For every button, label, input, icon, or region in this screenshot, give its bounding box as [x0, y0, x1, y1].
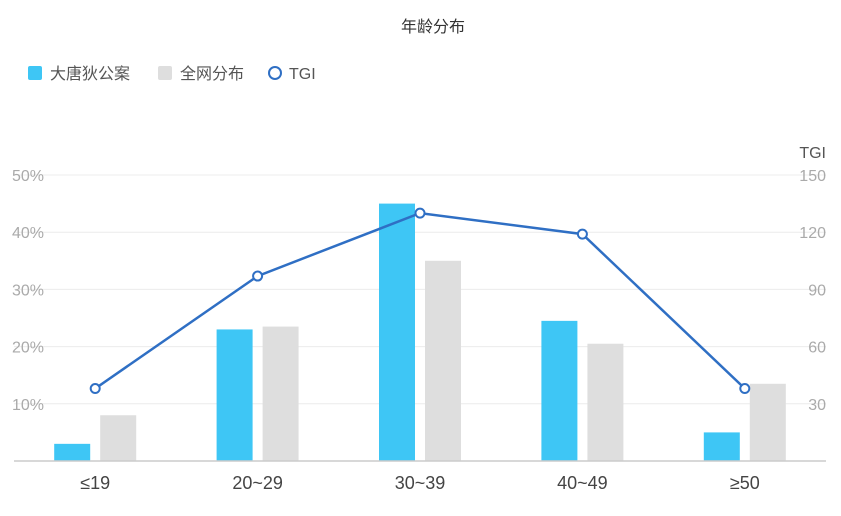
tgi-point-2[interactable]	[252, 270, 264, 282]
bar-series-1-3[interactable]	[379, 203, 415, 461]
chart-title: 年龄分布	[401, 18, 465, 36]
bar-series-1-1[interactable]	[54, 443, 91, 461]
legend-item-series-1[interactable]: 大唐狄公案	[28, 65, 130, 83]
tgi-line	[94, 211, 746, 390]
bar-series-1-4[interactable]	[541, 320, 578, 461]
legend-item-series-2[interactable]: 全网分布	[158, 65, 244, 83]
legend-label-series-1: 大唐狄公案	[50, 65, 130, 83]
right-axis-title: TGI	[799, 145, 826, 162]
bar-series-2-4[interactable]	[587, 343, 624, 461]
legend-swatch-series-2	[158, 66, 172, 80]
bar-series-1-2[interactable]	[216, 329, 253, 461]
tgi-point-3[interactable]	[414, 207, 426, 219]
legend-label-tgi: TGI	[289, 66, 316, 83]
left-axis-ticks: 10% 20% 30% 40% 50%	[12, 168, 44, 414]
right-axis-ticks: 30 60 90 120 150	[799, 168, 826, 414]
bar-series-2-2[interactable]	[262, 326, 299, 461]
right-axis-tick-label: 60	[808, 340, 826, 357]
bar-series-2-1[interactable]	[100, 415, 137, 461]
left-axis-tick-label: 50%	[12, 168, 44, 185]
legend-swatch-series-1	[28, 66, 42, 80]
legend-label-series-2: 全网分布	[180, 65, 244, 83]
tgi-point-1[interactable]	[89, 383, 101, 395]
x-axis-tick-label: 20~29	[232, 473, 283, 493]
left-axis-tick-label: 30%	[12, 282, 44, 299]
x-axis-tick-label: ≥50	[730, 473, 760, 493]
x-axis-ticks: ≤19 20~29 30~39 40~49 ≥50	[80, 473, 760, 493]
right-axis-tick-label: 30	[808, 397, 826, 414]
bar-series-2-3[interactable]	[425, 260, 461, 461]
bars	[54, 203, 786, 461]
tgi-point-5[interactable]	[739, 383, 751, 395]
legend-marker-tgi	[268, 66, 282, 80]
bar-series-2-5[interactable]	[749, 383, 786, 461]
right-axis-tick-label: 90	[808, 282, 826, 299]
left-axis-tick-label: 10%	[12, 397, 44, 414]
x-axis-tick-label: ≤19	[80, 473, 110, 493]
tgi-point-4[interactable]	[576, 228, 588, 240]
left-axis-tick-label: 20%	[12, 340, 44, 357]
tgi-line-series	[89, 207, 751, 395]
left-axis-tick-label: 40%	[12, 225, 44, 242]
bar-series-1-5[interactable]	[703, 432, 740, 461]
legend: 大唐狄公案 全网分布 TGI	[28, 65, 316, 83]
gridlines	[14, 174, 826, 405]
legend-item-tgi[interactable]: TGI	[268, 66, 316, 83]
right-axis-tick-label: 120	[799, 225, 826, 242]
right-axis-tick-label: 150	[799, 168, 826, 185]
x-axis-tick-label: 30~39	[395, 473, 446, 493]
x-axis-tick-label: 40~49	[557, 473, 608, 493]
